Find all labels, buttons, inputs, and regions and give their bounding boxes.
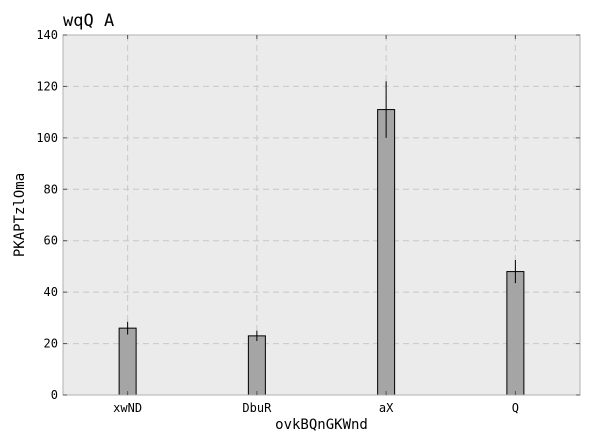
bars — [118, 109, 525, 396]
chart-title: wqQ A — [63, 11, 114, 31]
y-axis-title: PKAPTzlOma — [12, 173, 28, 257]
y-tick-label: 0 — [51, 388, 58, 402]
y-tick-label: 40 — [44, 285, 58, 299]
x-tick-label-ax: aX — [379, 401, 394, 415]
y-tick-label: 80 — [44, 182, 58, 196]
y-tick-label: 120 — [36, 79, 58, 93]
bar-ax — [377, 109, 396, 396]
bar-q — [506, 271, 525, 396]
y-tick-label: 20 — [44, 337, 58, 351]
bar-xwnd — [118, 327, 137, 396]
y-tick-label: 140 — [36, 28, 58, 42]
plot-background — [63, 35, 580, 395]
y-tick-label: 60 — [44, 234, 58, 248]
bar-dbur — [247, 335, 266, 396]
tick-labels: 0 20 40 60 80 100 120 140 xwND DbuR aX Q — [36, 28, 519, 415]
error-bars — [127, 81, 516, 341]
plot-frame — [62, 34, 581, 396]
y-tick-label: 100 — [36, 131, 58, 145]
x-tick-label-dbur: DbuR — [242, 401, 272, 415]
x-tick-label-xwnd: xwND — [113, 401, 142, 415]
ticks — [63, 34, 580, 396]
x-tick-label-q: Q — [512, 401, 519, 415]
x-axis-title: ovkBQnGKWnd — [275, 417, 368, 433]
